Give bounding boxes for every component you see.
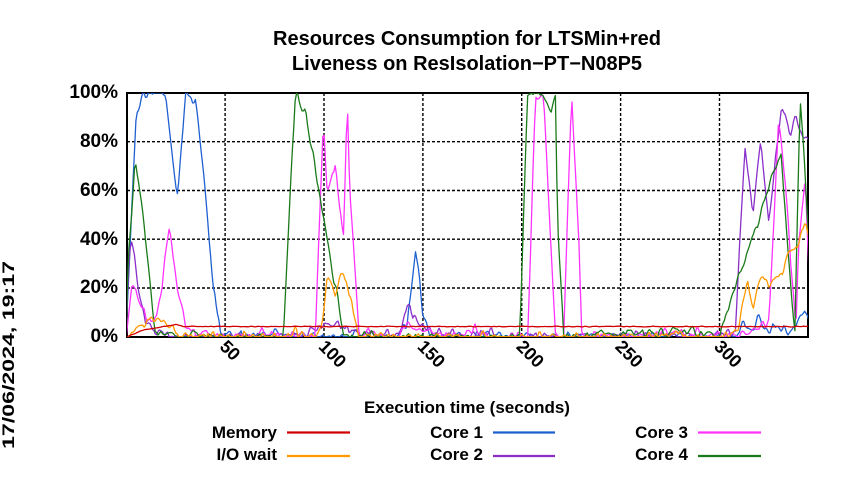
svg-text:Memory: Memory [212,423,278,442]
svg-text:100%: 100% [69,82,118,103]
svg-text:Core 2: Core 2 [430,445,483,464]
svg-text:Core 4: Core 4 [635,445,688,464]
svg-text:20%: 20% [80,277,118,298]
svg-text:Core 1: Core 1 [430,423,483,442]
svg-text:40%: 40% [80,229,118,250]
svg-text:0%: 0% [91,326,119,347]
svg-text:I/O wait: I/O wait [217,445,278,464]
svg-text:Execution time (seconds): Execution time (seconds) [364,398,570,417]
svg-text:60%: 60% [80,180,118,201]
svg-text:Resources Consumption for LTSM: Resources Consumption for LTSMin+red [273,28,661,50]
svg-text:Liveness on ResIsolation−PT−N0: Liveness on ResIsolation−PT−N08P5 [292,53,642,75]
svg-text:17/06/2024, 19:17: 17/06/2024, 19:17 [0,261,18,449]
svg-text:80%: 80% [80,131,118,152]
svg-text:Core 3: Core 3 [635,423,688,442]
